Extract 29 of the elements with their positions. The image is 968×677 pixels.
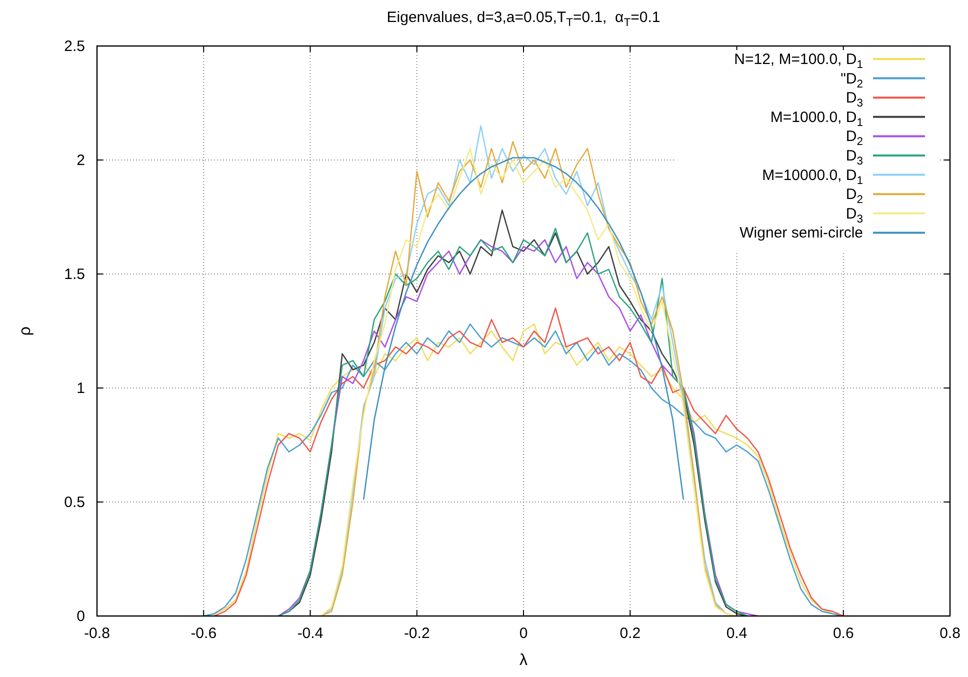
legend-label: D$_{2}$ bbox=[846, 186, 863, 206]
legend-label: M=1000.0, D$_{1}$ bbox=[770, 108, 863, 129]
y-tick-label: 1.5 bbox=[64, 266, 85, 283]
chart-title: Eigenvalues, d=3,a=0.05,T$_{T}$=0.1, α$_{T}$=0.1 bbox=[386, 9, 660, 29]
x-tick-label: 0.4 bbox=[726, 625, 748, 642]
x-tick-label: 0.2 bbox=[620, 625, 641, 642]
y-tick-label: 1 bbox=[76, 380, 85, 397]
legend-label: N=12, M=100.0, D$_{1}$ bbox=[734, 51, 863, 71]
y-axis-title: ρ bbox=[17, 326, 34, 336]
legend-label: "D$_{2}$ bbox=[840, 70, 863, 90]
x-tick-label: -0.6 bbox=[190, 625, 217, 642]
x-tick-label: -0.4 bbox=[297, 625, 324, 642]
legend-label: D$_{3}$ bbox=[846, 148, 863, 168]
x-tick-label: -0.2 bbox=[404, 625, 430, 642]
x-tick-label: 0 bbox=[519, 625, 528, 642]
x-tick-label: 0.8 bbox=[940, 625, 960, 642]
y-tick-label: 2 bbox=[76, 152, 85, 169]
y-tick-label: 0 bbox=[76, 608, 85, 625]
x-tick-label: -0.8 bbox=[84, 625, 110, 642]
x-tick-label: 0.6 bbox=[832, 625, 854, 642]
legend-label: M=10000.0, D$_{1}$ bbox=[762, 166, 863, 187]
x-axis-title: λ bbox=[520, 652, 528, 669]
legend-label: Wigner semi-circle bbox=[740, 224, 863, 242]
line-series bbox=[362, 157, 684, 500]
legend-label: D$_{3}$ bbox=[846, 90, 863, 110]
legend-label: D$_{3}$ bbox=[846, 205, 863, 226]
legend-label: D$_{2}$ bbox=[846, 128, 863, 148]
y-tick-label: 2.5 bbox=[64, 38, 85, 55]
y-tick-label: 0.5 bbox=[64, 494, 85, 511]
